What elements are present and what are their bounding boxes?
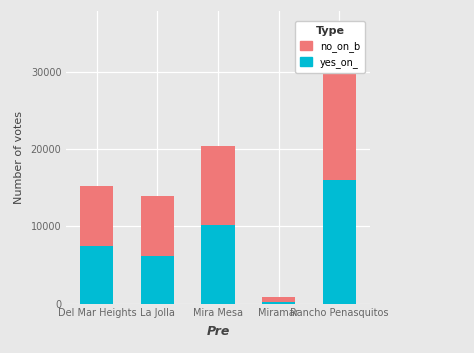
- Bar: [80, 246, 113, 304]
- Legend: no_on_b, yes_on_: no_on_b, yes_on_: [295, 21, 365, 73]
- Bar: [141, 256, 174, 304]
- Bar: [201, 225, 235, 304]
- Bar: [201, 145, 235, 225]
- Bar: [323, 22, 356, 180]
- Bar: [323, 180, 356, 304]
- Bar: [141, 196, 174, 256]
- X-axis label: Pre: Pre: [206, 325, 230, 339]
- Y-axis label: Number of votes: Number of votes: [14, 110, 24, 204]
- Bar: [262, 302, 295, 304]
- Bar: [80, 186, 113, 246]
- Bar: [262, 297, 295, 302]
